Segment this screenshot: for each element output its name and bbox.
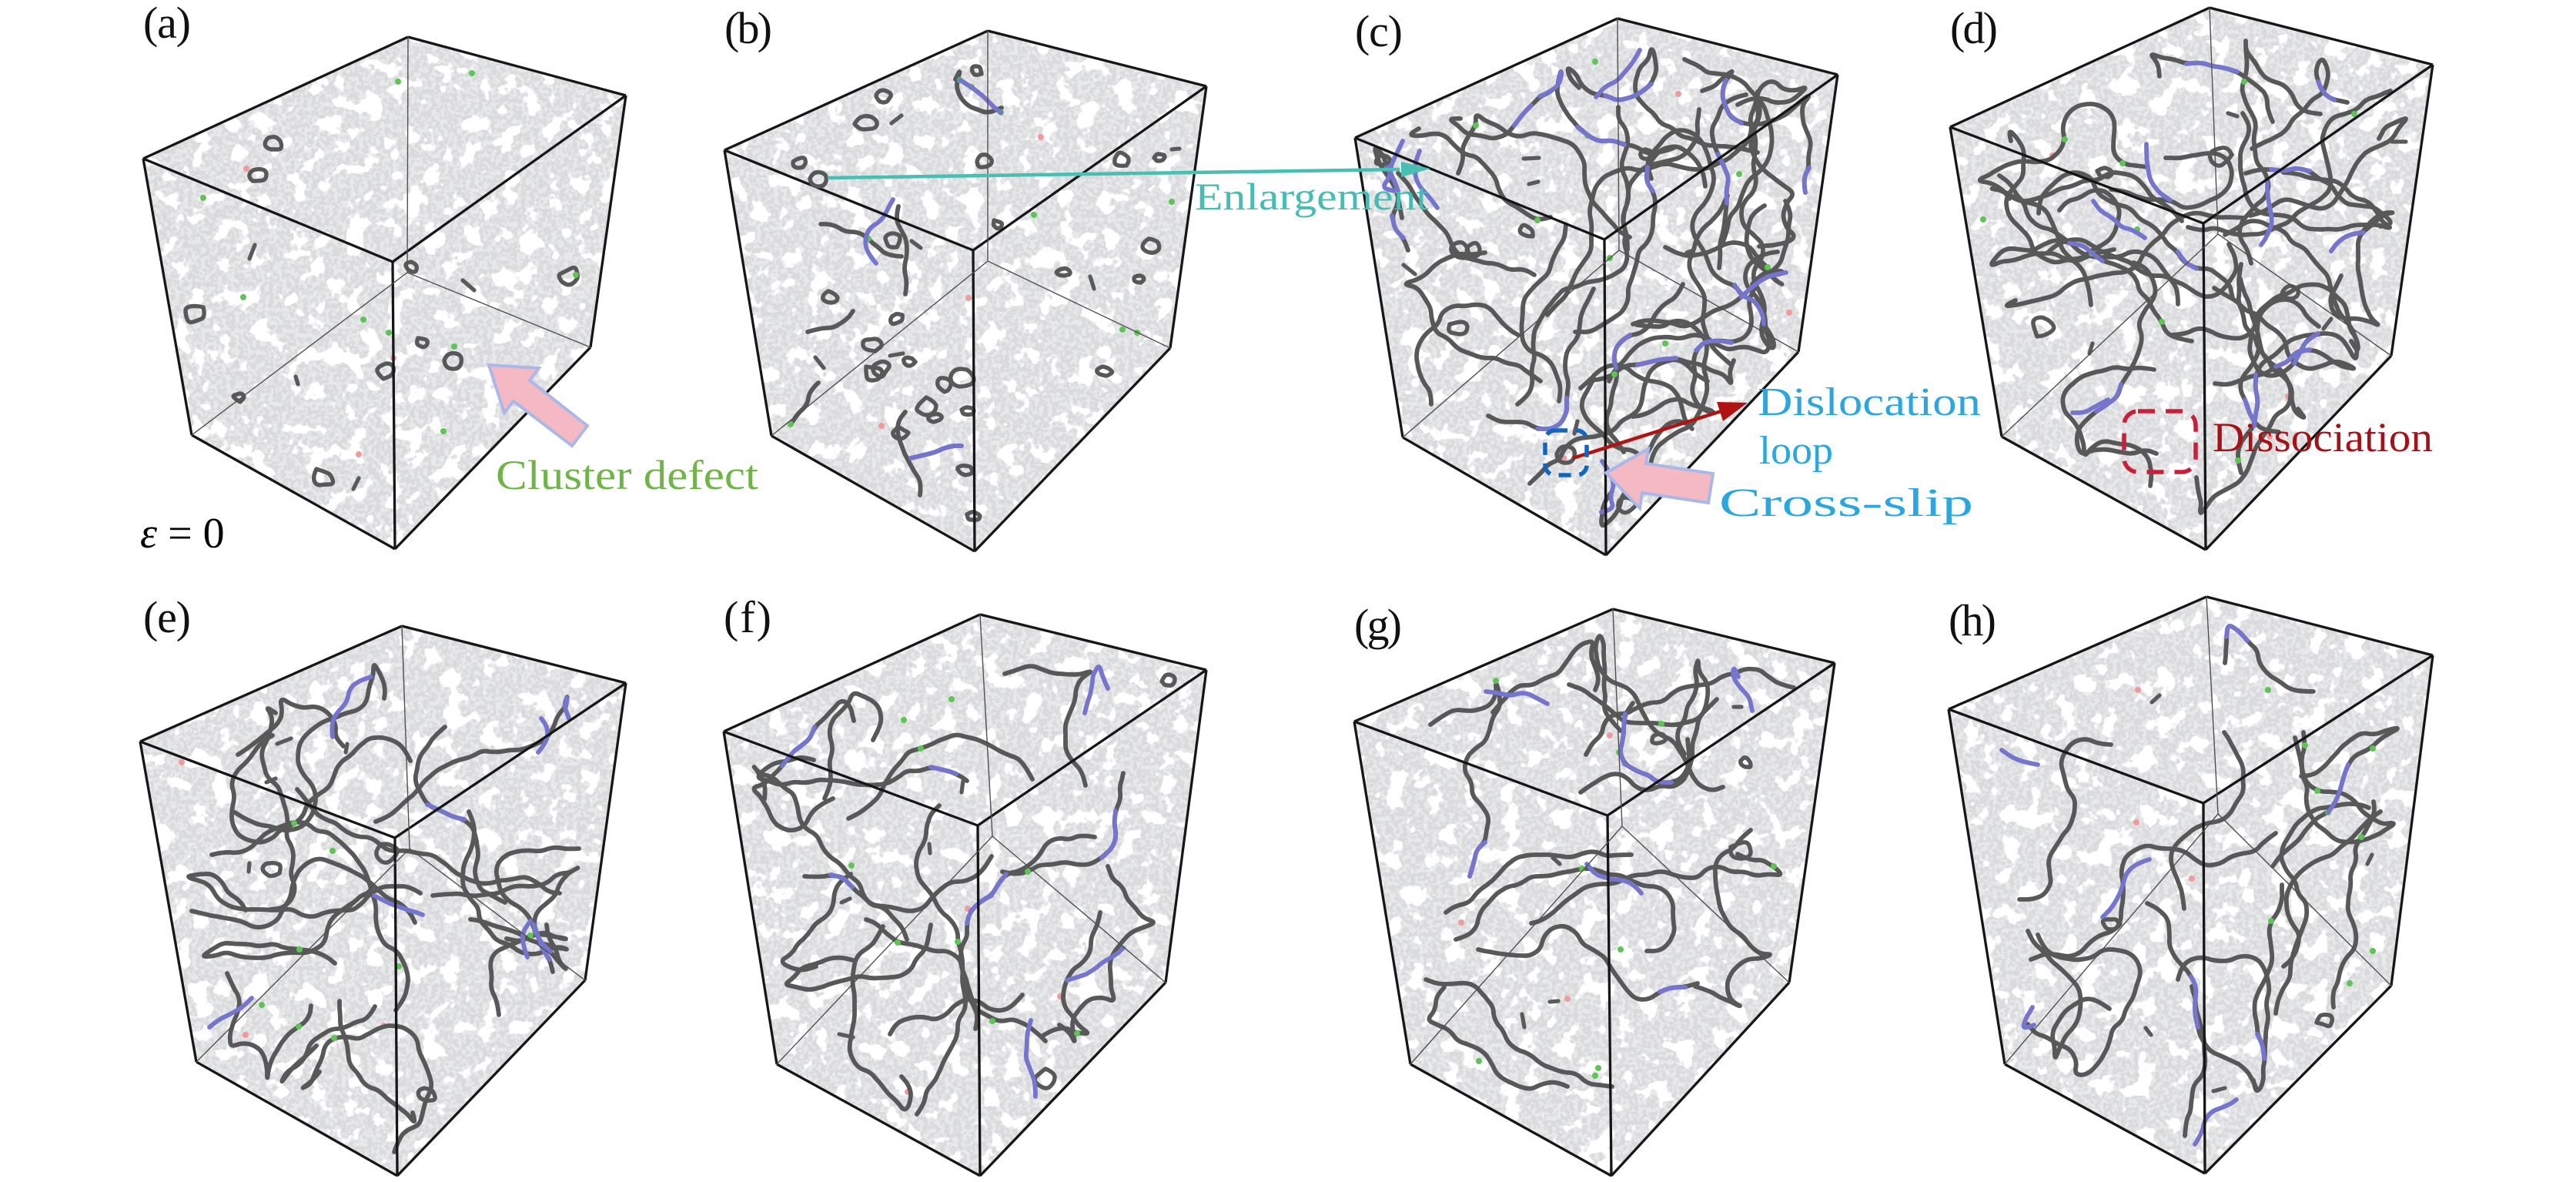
svg-text:ε = 0: ε = 0: [140, 510, 225, 558]
svg-text:Dislocation: Dislocation: [1758, 380, 1981, 424]
svg-text:(c): (c): [1355, 6, 1403, 56]
svg-text:(d): (d): [1950, 3, 1998, 53]
svg-text:Enlargement: Enlargement: [1195, 175, 1429, 218]
svg-text:(a): (a): [143, 0, 191, 48]
svg-text:Cross-slip: Cross-slip: [1719, 481, 1973, 525]
svg-text:loop: loop: [1759, 429, 1833, 473]
svg-text:(f): (f): [724, 592, 771, 642]
svg-text:(b): (b): [724, 3, 772, 53]
svg-text:(g): (g): [1354, 600, 1402, 650]
svg-text:(h): (h): [1949, 595, 1996, 645]
svg-text:Dissociation: Dissociation: [2213, 414, 2433, 460]
svg-text:(e): (e): [143, 592, 191, 642]
svg-text:Cluster defect: Cluster defect: [496, 452, 758, 498]
